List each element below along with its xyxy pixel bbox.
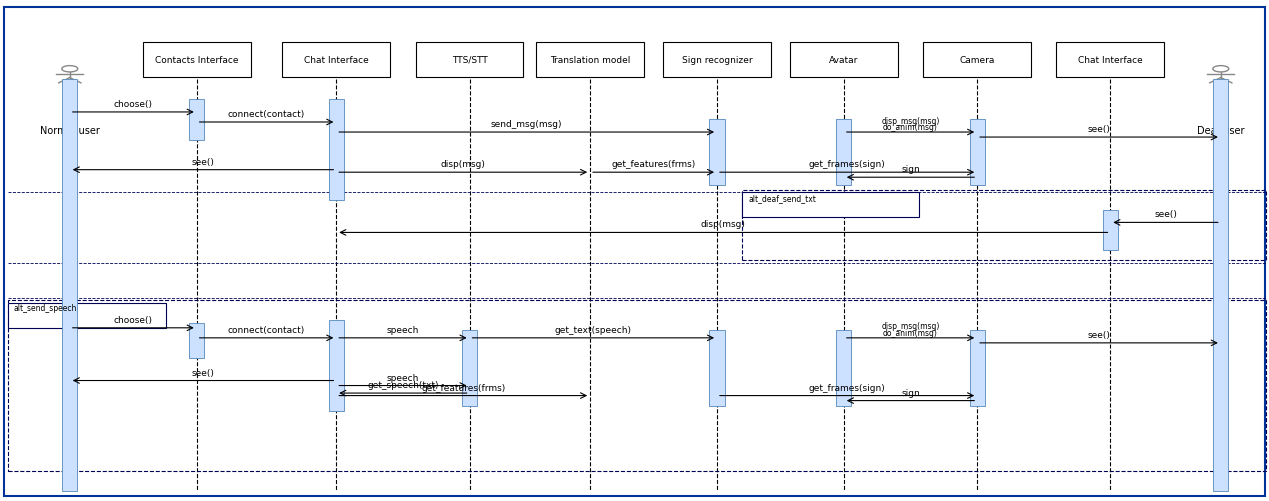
- Text: Avatar: Avatar: [829, 56, 859, 65]
- Bar: [970, 120, 985, 185]
- Text: connect(contact): connect(contact): [228, 325, 305, 334]
- Text: TTS/STT: TTS/STT: [452, 56, 487, 65]
- Bar: [536, 43, 643, 78]
- Bar: [709, 120, 725, 185]
- Text: choose(): choose(): [114, 315, 152, 324]
- Bar: [742, 190, 1266, 261]
- Text: Sign recognizer: Sign recognizer: [681, 56, 753, 65]
- Text: disp(msg): disp(msg): [700, 220, 746, 229]
- Bar: [8, 301, 1266, 471]
- Text: choose(): choose(): [114, 100, 152, 109]
- Bar: [970, 331, 985, 406]
- Bar: [836, 120, 851, 185]
- Text: Chat Interface: Chat Interface: [303, 56, 369, 65]
- Bar: [329, 321, 344, 411]
- Text: sign: sign: [901, 165, 920, 174]
- Text: get_speech(txt): get_speech(txt): [367, 380, 439, 389]
- Bar: [662, 43, 770, 78]
- Text: Normal user: Normal user: [39, 125, 100, 135]
- Text: see(): see(): [192, 368, 214, 377]
- Bar: [142, 43, 250, 78]
- Text: see(): see(): [1088, 330, 1110, 339]
- Bar: [923, 43, 1030, 78]
- Text: disp(msg): disp(msg): [440, 160, 486, 169]
- Text: get_features(frms): get_features(frms): [612, 160, 695, 169]
- Text: connect(contact): connect(contact): [228, 110, 305, 119]
- Bar: [8, 303, 166, 328]
- Text: Translation model: Translation model: [549, 56, 631, 65]
- Bar: [282, 43, 390, 78]
- Text: Camera: Camera: [959, 56, 995, 65]
- Text: get_frames(sign): get_frames(sign): [808, 383, 886, 392]
- Text: see(): see(): [1154, 210, 1178, 219]
- Text: speech: speech: [387, 325, 419, 334]
- Text: sign: sign: [901, 388, 920, 397]
- Text: get_frames(sign): get_frames(sign): [808, 160, 886, 169]
- Bar: [1056, 43, 1165, 78]
- Text: see(): see(): [1088, 125, 1110, 134]
- Bar: [462, 331, 477, 406]
- Text: get_features(frms): get_features(frms): [421, 383, 505, 392]
- Bar: [1213, 80, 1228, 491]
- Bar: [62, 80, 77, 491]
- Bar: [329, 100, 344, 200]
- Text: alt_deaf_send_txt: alt_deaf_send_txt: [749, 193, 816, 202]
- Bar: [189, 323, 204, 358]
- Text: see(): see(): [192, 157, 214, 166]
- Text: speech: speech: [387, 373, 419, 382]
- Text: disp_msg(msg): disp_msg(msg): [881, 116, 940, 125]
- Bar: [416, 43, 524, 78]
- Bar: [789, 43, 897, 78]
- Text: send_msg(msg): send_msg(msg): [491, 120, 562, 129]
- Bar: [709, 331, 725, 406]
- Text: Chat Interface: Chat Interface: [1077, 56, 1143, 65]
- Text: disp_msg(msg): disp_msg(msg): [881, 322, 940, 331]
- Text: Contacts Interface: Contacts Interface: [155, 56, 239, 65]
- Bar: [742, 193, 919, 218]
- Text: alt_send_speech: alt_send_speech: [14, 304, 77, 313]
- Text: do_anim(msg): do_anim(msg): [883, 123, 938, 132]
- Text: Deaf user: Deaf user: [1197, 125, 1245, 135]
- Text: do_anim(msg): do_anim(msg): [883, 328, 938, 337]
- Bar: [836, 331, 851, 406]
- Bar: [1103, 210, 1118, 250]
- Bar: [189, 100, 204, 140]
- Text: get_text(speech): get_text(speech): [555, 325, 632, 334]
